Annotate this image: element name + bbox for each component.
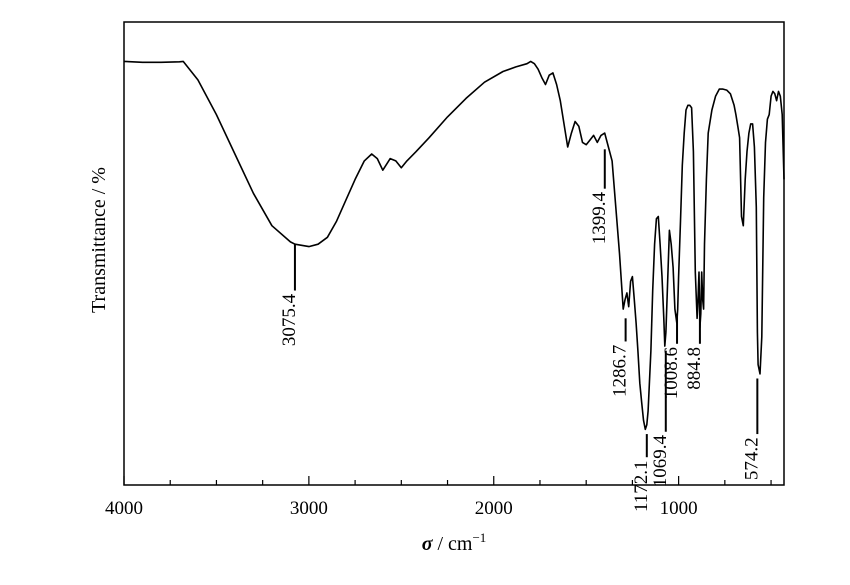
x-axis-ticks <box>123 476 772 485</box>
x-axis-label-unit: / cm <box>432 533 472 555</box>
peak-label: 1399.4 <box>589 191 610 244</box>
x-axis-tick-labels: 4000 3000 2000 1000 <box>105 498 698 519</box>
x-tick-label: 1000 <box>660 498 698 519</box>
plot-frame <box>123 21 785 486</box>
spectrum-line <box>123 60 785 431</box>
peak-label: 884.8 <box>684 347 705 390</box>
peak-label: 1286.7 <box>610 345 631 397</box>
peak-label: 1172.1 <box>631 460 652 512</box>
x-axis-label: σ / cm−1 <box>422 530 487 555</box>
x-axis-label-superscript: −1 <box>472 530 486 545</box>
x-tick-label: 4000 <box>105 498 143 519</box>
peak-label: 3075.4 <box>279 293 300 346</box>
peak-label: 1069.4 <box>650 435 671 488</box>
y-axis-label: Transmittance / % <box>88 167 110 313</box>
x-axis-label-symbol: σ <box>422 533 434 555</box>
x-tick-label: 3000 <box>290 498 328 519</box>
x-tick-label: 2000 <box>475 498 513 519</box>
peak-label: 1008.6 <box>661 347 682 399</box>
peak-label: 574.2 <box>741 437 762 480</box>
